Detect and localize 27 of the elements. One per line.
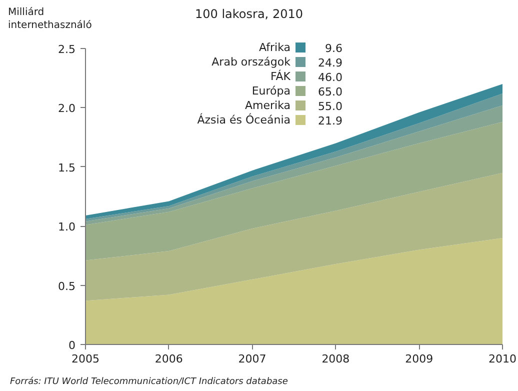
y-tick-label: 1.0 <box>58 220 76 234</box>
legend-label: Afrika <box>259 41 291 54</box>
x-tick-label: 2006 <box>154 352 183 366</box>
x-tick-label: 2005 <box>72 352 100 366</box>
y-tick-label: 1.5 <box>58 161 76 174</box>
x-tick-label: 2007 <box>238 352 266 366</box>
legend-label: Arab országok <box>212 56 292 68</box>
y-tick-label: 2.5 <box>58 43 76 56</box>
annotation: 9.6 <box>325 42 343 55</box>
x-tick-label: 2009 <box>405 352 434 366</box>
y-tick-label: 0.5 <box>58 280 76 293</box>
legend-label: Amerika <box>244 99 291 112</box>
y-tick-label: 0 <box>68 339 76 352</box>
y-tick-label: 2.0 <box>58 102 76 116</box>
annotation: 24.9 <box>318 56 343 70</box>
annotation: 65.0 <box>318 86 343 98</box>
x-tick-label: 2010 <box>488 352 517 366</box>
legend-label: Európa <box>252 84 290 98</box>
annotation: 55.0 <box>318 100 343 113</box>
text: Forrás: ITU World Telecommunication/ICT Indicators database <box>10 376 288 389</box>
legend-title: 100 lakosra, 2010 <box>195 7 303 21</box>
annotation: 21.9 <box>318 114 343 128</box>
annotation: 46.0 <box>318 71 343 84</box>
legend-label: FÁK <box>270 69 292 83</box>
x-tick-label: 2008 <box>322 352 350 366</box>
y-axis-title: Milliárd internethasználó <box>8 6 92 32</box>
legend-label: Ázsia és Óceánia <box>197 112 291 126</box>
